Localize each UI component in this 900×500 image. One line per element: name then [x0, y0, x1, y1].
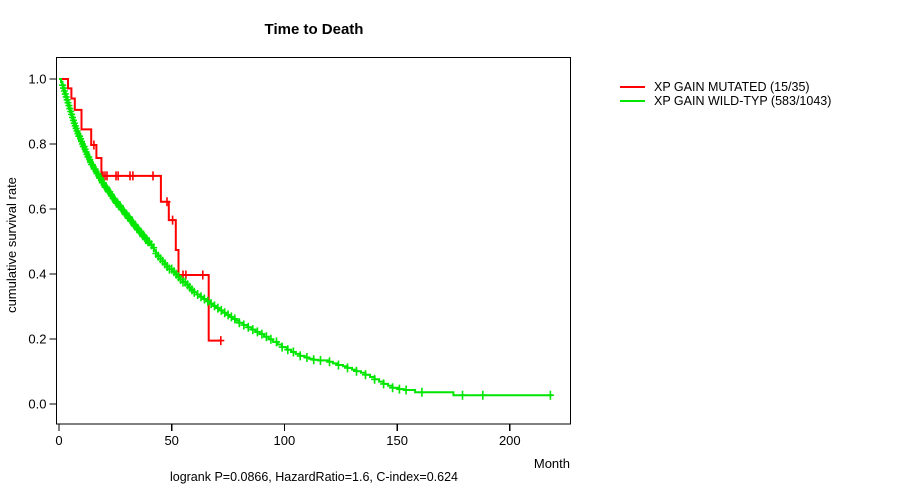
- legend-label-mutated: XP GAIN MUTATED (15/35): [654, 80, 810, 94]
- chart-title: Time to Death: [264, 21, 364, 38]
- legend-item-mutated: XP GAIN MUTATED (15/35): [620, 80, 831, 94]
- x-axis-tick-label: 50: [164, 433, 178, 448]
- y-axis-tick-label: 1.0: [28, 72, 46, 87]
- legend-item-wildtype: XP GAIN WILD-TYP (583/1043): [620, 94, 831, 108]
- censor-marks-wildtype: [59, 80, 554, 400]
- survival-curve-wildtype: [59, 78, 553, 397]
- plot-box: [55, 56, 572, 425]
- legend-line-green: [620, 100, 645, 102]
- x-axis-tick-label: 0: [55, 433, 62, 448]
- survival-curve-mutated: [59, 78, 221, 342]
- x-axis-title: Month: [533, 456, 570, 471]
- y-axis-tick-label: 0.0: [28, 397, 46, 412]
- legend-line-red: [620, 86, 645, 88]
- y-axis-tick-label: 0.4: [28, 267, 46, 282]
- x-axis-tick-label: 150: [386, 433, 408, 448]
- y-axis-tick-label: 0.6: [28, 202, 46, 217]
- x-axis-tick-label: 200: [499, 433, 521, 448]
- censor-marks-mutated: [90, 140, 225, 346]
- legend: XP GAIN MUTATED (15/35) XP GAIN WILD-TYP…: [620, 80, 831, 108]
- y-axis-tick-label: 0.8: [28, 137, 46, 152]
- legend-label-wildtype: XP GAIN WILD-TYP (583/1043): [654, 94, 832, 108]
- y-axis-tick-label: 0.2: [28, 332, 46, 347]
- statistics-annotation: logrank P=0.0866, HazardRatio=1.6, C-ind…: [169, 470, 459, 484]
- x-axis-tick-label: 100: [274, 433, 296, 448]
